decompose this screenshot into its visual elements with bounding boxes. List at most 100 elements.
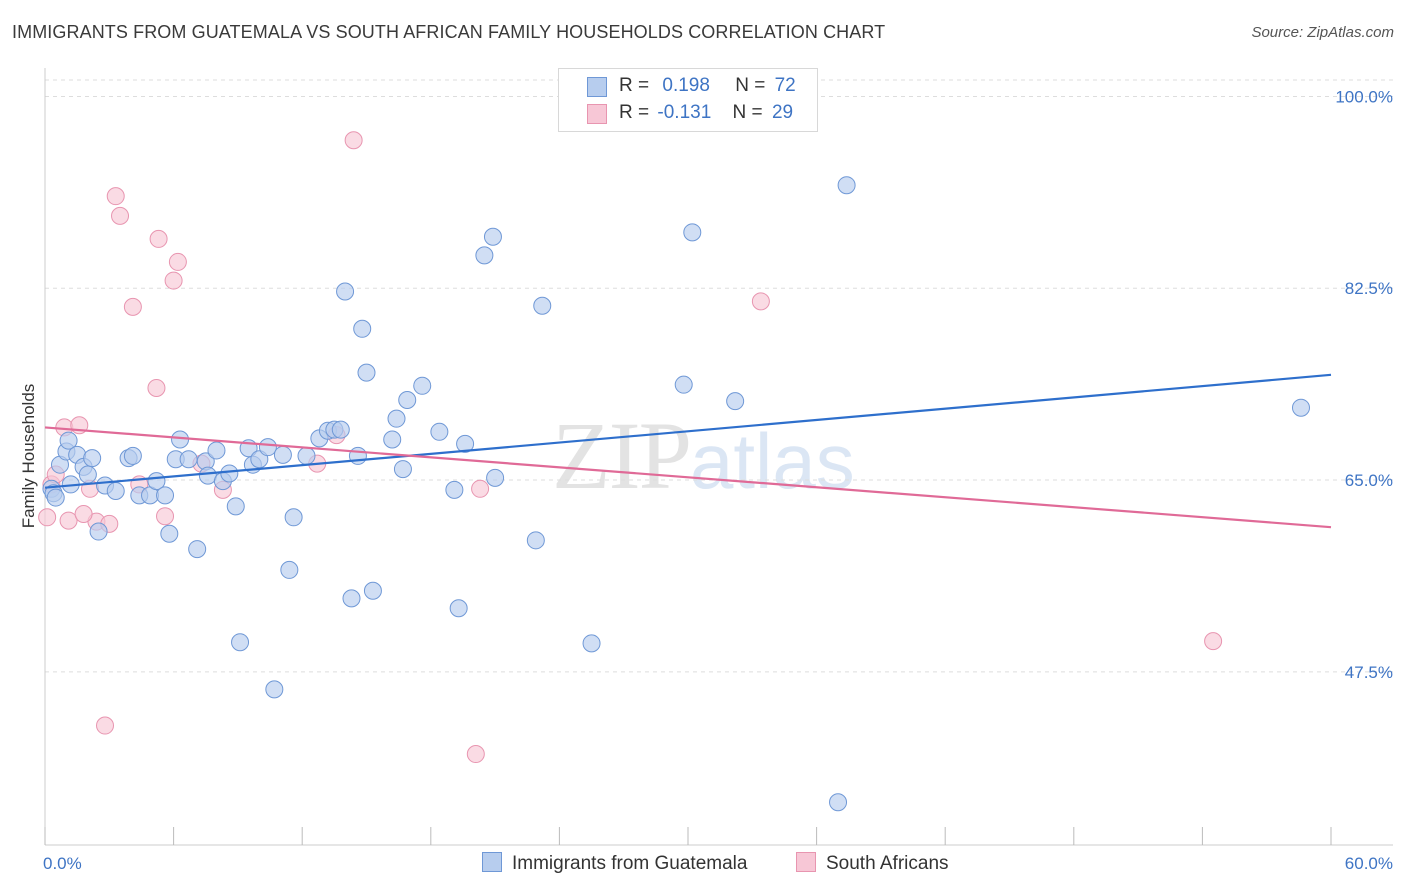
guatemala-point <box>483 227 502 246</box>
legend-n-value-guatemala: 72 <box>774 75 796 96</box>
guatemala-point <box>78 465 97 484</box>
south-africans-point <box>471 479 490 498</box>
guatemala-point <box>445 480 464 499</box>
south-africans-point <box>147 378 166 397</box>
south-africans-point <box>751 292 770 311</box>
guatemala-point <box>413 376 432 395</box>
guatemala-point <box>106 481 125 500</box>
legend-swatch-blue <box>587 77 607 97</box>
south-africans-point <box>149 229 168 248</box>
guatemala-point <box>123 446 142 465</box>
legend-n-label: N = <box>732 102 763 123</box>
guatemala-point <box>726 392 745 411</box>
bottom-legend-swatch-blue <box>482 852 502 872</box>
bottom-legend-guatemala: Immigrants from Guatemala <box>482 852 747 875</box>
south-africans-point <box>164 271 183 290</box>
guatemala-point <box>582 634 601 653</box>
guatemala-point <box>89 522 108 541</box>
guatemala-point <box>837 176 856 195</box>
guatemala-point <box>273 445 292 464</box>
chart-source: Source: ZipAtlas.com <box>1251 24 1394 41</box>
guatemala-point <box>357 363 376 382</box>
guatemala-point <box>198 466 217 485</box>
guatemala-point <box>171 430 190 449</box>
guatemala-point <box>226 497 245 516</box>
south-africans-point <box>74 505 93 524</box>
guatemala-point <box>829 793 848 812</box>
guatemala-point <box>231 633 250 652</box>
tick-labels: 47.5% 65.0% 82.5% 100.0% 0.0% 60.0% <box>43 87 1393 873</box>
legend-n-label: N = <box>735 75 766 96</box>
bottom-legend-swatch-pink <box>796 852 816 872</box>
legend-r-value-guatemala: 0.198 <box>662 75 710 96</box>
guatemala-point <box>220 464 239 483</box>
guatemala-point <box>533 296 552 315</box>
bottom-legend-label-guatemala: Immigrants from Guatemala <box>512 853 748 874</box>
guatemala-point <box>160 524 179 543</box>
trend-lines <box>44 373 1332 529</box>
south-africans-point <box>1204 632 1223 651</box>
guatemala-point <box>207 441 226 460</box>
south-africans-point <box>96 716 115 735</box>
legend-swatch-pink <box>587 104 607 124</box>
guatemala-point <box>348 446 367 465</box>
guatemala-point <box>336 282 355 301</box>
watermark-zip: ZIP <box>552 402 692 509</box>
guatemala-point <box>284 508 303 527</box>
guatemala-point <box>258 438 277 457</box>
watermark: ZIPatlas <box>552 400 855 511</box>
south-africans-point <box>111 206 130 225</box>
y-tick-label: 47.5% <box>1345 663 1393 682</box>
south-africans-point <box>344 131 363 150</box>
legend-r-value-south-africans: -0.131 <box>657 102 712 123</box>
legend-r-label: R = <box>619 102 650 123</box>
guatemala-point <box>59 431 78 450</box>
guatemala-point <box>280 560 299 579</box>
axes <box>44 68 1393 846</box>
x-tick-label-min: 0.0% <box>43 854 82 873</box>
legend-text-south-africans: R = -0.131 N = 29 <box>619 102 793 124</box>
data-points <box>38 131 1310 812</box>
guatemala-point <box>456 434 475 453</box>
legend-text-guatemala: R = 0.198 N = 72 <box>619 75 796 97</box>
guatemala-point <box>363 581 382 600</box>
guatemala-point <box>430 422 449 441</box>
guatemala-point <box>674 375 693 394</box>
south-africans-point <box>168 252 187 271</box>
south-africans-point <box>38 508 57 527</box>
legend-n-value-south-africans: 29 <box>771 102 794 123</box>
guatemala-point <box>1291 398 1310 417</box>
guatemala-point <box>46 488 65 507</box>
y-axis-label: Family Households <box>19 384 38 529</box>
south-africans-point <box>123 297 142 316</box>
y-tick-label: 100.0% <box>1335 87 1393 106</box>
chart-title: IMMIGRANTS FROM GUATEMALA VS SOUTH AFRIC… <box>12 22 886 42</box>
guatemala-point <box>179 450 198 469</box>
guatemala-point <box>387 409 406 428</box>
bottom-legend-label-south-africans: South Africans <box>826 853 949 874</box>
guatemala-point <box>83 449 102 468</box>
legend: R = 0.198 N = 72 R = -0.131 N = 29 <box>558 68 818 132</box>
south-africans-point <box>106 187 125 206</box>
guatemala-point <box>398 391 417 410</box>
legend-r-label: R = <box>619 75 650 96</box>
watermark-atlas: atlas <box>690 417 855 505</box>
guatemala-point <box>297 446 316 465</box>
grid-lines <box>45 79 1393 673</box>
guatemala-point <box>526 531 545 550</box>
guatemala-point <box>683 223 702 242</box>
guatemala-point <box>353 319 372 338</box>
south-africans-point <box>156 507 175 526</box>
bottom-legend-south-africans: South Africans <box>796 852 949 875</box>
guatemala-point <box>331 420 350 439</box>
y-tick-label: 82.5% <box>1345 279 1393 298</box>
guatemala-point <box>486 468 505 487</box>
guatemala-point <box>383 430 402 449</box>
y-tick-label: 65.0% <box>1345 471 1393 490</box>
guatemala-point <box>393 460 412 479</box>
guatemala-trend-line <box>44 373 1332 489</box>
guatemala-point <box>342 589 361 608</box>
south-africans-point <box>466 745 485 764</box>
guatemala-point <box>188 540 207 559</box>
